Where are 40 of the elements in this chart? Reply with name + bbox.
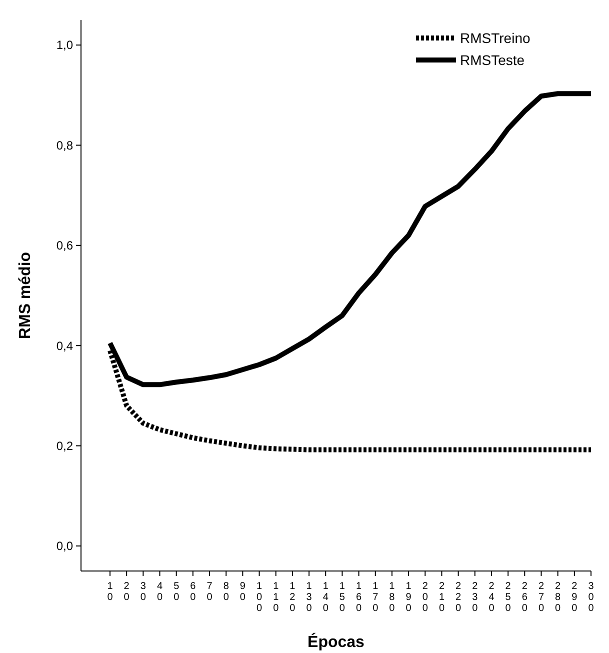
x-tick-label: 220 [456,581,462,614]
legend-label: RMSTeste [460,52,525,68]
x-tick-label: 250 [505,581,512,614]
y-tick-label: 1,0 [56,38,74,52]
x-tick-label: 180 [389,581,396,614]
x-tick-label: 190 [406,581,412,614]
y-tick-label: 0,4 [56,338,74,353]
x-tick-label: 90 [240,581,246,603]
x-tick-label: 210 [438,581,445,614]
x-tick-label: 50 [174,581,180,603]
x-tick-label: 40 [156,581,163,603]
x-axis-title: Épocas [308,632,365,651]
x-tick-label: 240 [488,581,495,614]
x-tick-label: 280 [555,581,562,614]
x-tick-label: 60 [190,581,196,603]
x-tick-label: 110 [273,581,280,614]
x-tick-label: 270 [538,581,544,614]
y-tick-label: 0,8 [56,138,74,152]
x-tick-label: 170 [372,581,379,614]
x-tick-label: 230 [472,581,478,614]
x-tick-label: 100 [256,581,262,614]
x-tick-label: 290 [572,581,578,614]
x-tick-label: 10 [107,581,114,603]
x-tick-label: 30 [140,581,146,603]
x-tick-label: 150 [339,581,346,614]
y-tick-label: 0,6 [56,238,74,253]
x-tick-label: 300 [588,581,594,614]
x-tick-label: 20 [124,581,130,603]
y-tick-label: 0,2 [56,438,74,453]
x-tick-label: 200 [422,581,428,614]
x-tick-label: 160 [356,581,362,614]
legend-label: RMSTreino [460,30,530,46]
y-axis-title: RMS médio [17,252,34,340]
y-tick-label: 0,0 [56,539,74,554]
x-tick-label: 70 [206,581,213,603]
x-tick-label: 80 [223,581,230,603]
x-tick-label: 140 [322,581,329,614]
x-tick-label: 120 [290,581,296,614]
x-tick-label: 130 [306,581,312,614]
x-tick-label: 260 [522,581,528,614]
